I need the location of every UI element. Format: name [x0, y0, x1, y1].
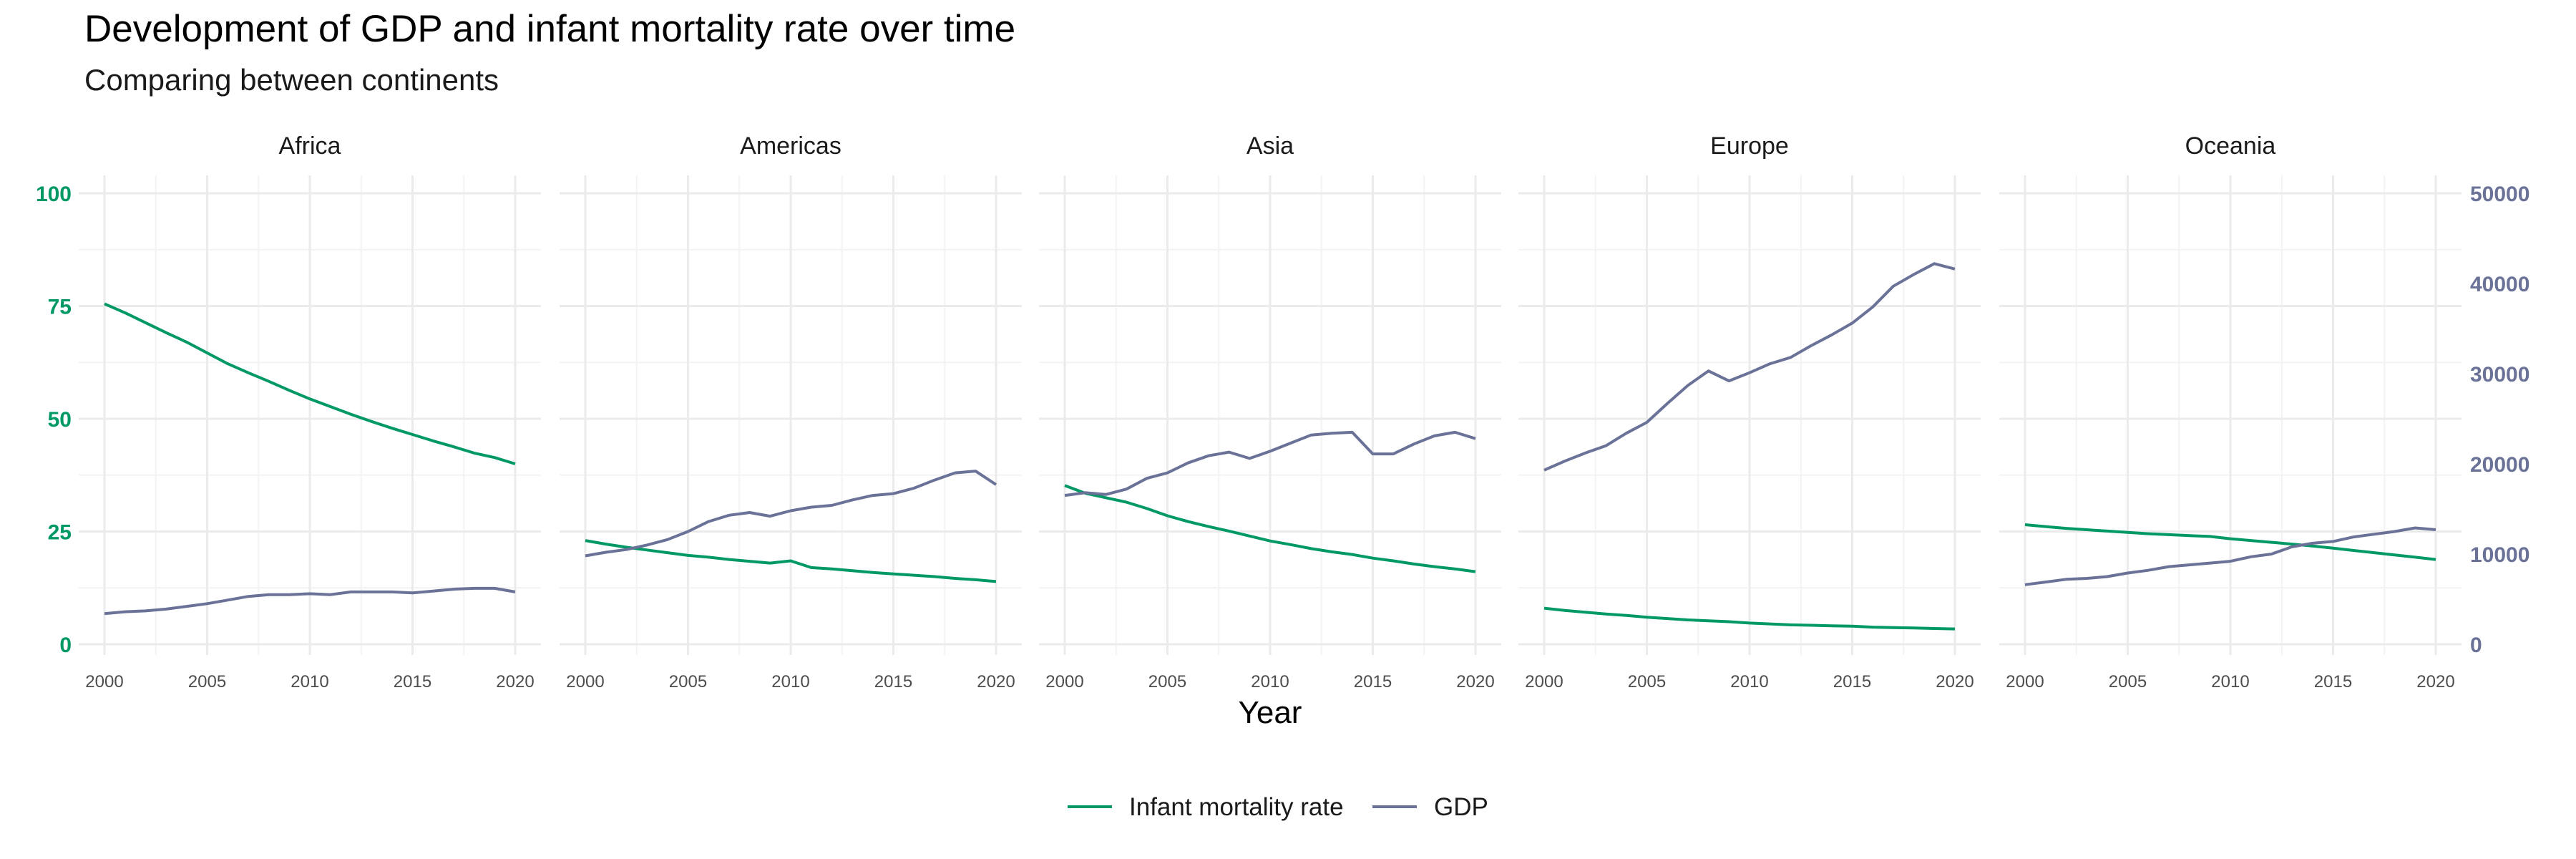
x-tick-label: 2015 — [874, 672, 912, 691]
facet-label: Oceania — [2185, 132, 2276, 160]
x-tick-label: 2010 — [291, 672, 328, 691]
y-left-tick-label: 50 — [48, 408, 72, 432]
x-tick-label: 2010 — [2211, 672, 2249, 691]
series-line-mortality — [2024, 523, 2436, 561]
y-left-tick-label: 75 — [48, 296, 72, 319]
chart-subtitle: Comparing between continents — [84, 63, 499, 97]
y-right-tick-label: 50000 — [2470, 183, 2529, 206]
x-tick-label: 2005 — [1628, 672, 1666, 691]
x-tick-label: 2020 — [977, 672, 1015, 691]
y-right-tick-label: 20000 — [2470, 453, 2529, 477]
x-tick-label: 2005 — [669, 672, 707, 691]
x-tick-label: 2000 — [1045, 672, 1083, 691]
x-tick-label: 2020 — [496, 672, 534, 691]
x-tick-label: 2020 — [1456, 672, 1494, 691]
facet-label: Europe — [1710, 132, 1789, 160]
chart-title: Development of GDP and infant mortality … — [84, 8, 1016, 50]
x-tick-label: 2020 — [2416, 672, 2454, 691]
facet-label: Asia — [1246, 132, 1294, 160]
y-right-tick-label: 10000 — [2470, 543, 2529, 567]
x-tick-label: 2015 — [2314, 672, 2352, 691]
x-tick-label: 2010 — [1251, 672, 1289, 691]
facet-africa: Africa 2000 2005 2010 2015 2020 — [79, 132, 541, 691]
x-axis-title: Year — [1239, 695, 1302, 730]
y-right-tick-label: 40000 — [2470, 273, 2529, 296]
facet-asia: Asia 2000 2005 2010 2015 2020 — [1039, 132, 1501, 691]
facet-label: Africa — [279, 132, 341, 160]
series-line-mortality — [1064, 484, 1476, 573]
y-left-tick-label: 100 — [36, 183, 72, 206]
legend: Infant mortality rate GDP — [1068, 793, 1488, 821]
x-tick-label: 2015 — [1833, 672, 1871, 691]
x-tick-label: 2005 — [2109, 672, 2147, 691]
series-line-gdp — [2024, 526, 2436, 586]
facet-oceania: Oceania 2000 2005 2010 2015 2020 — [1999, 132, 2462, 691]
facet-label: Americas — [740, 132, 841, 160]
x-tick-label: 2000 — [1525, 672, 1563, 691]
y-right-tick-label: 30000 — [2470, 363, 2529, 387]
series-line-gdp — [585, 470, 997, 558]
x-tick-label: 2005 — [188, 672, 226, 691]
series-line-gdp — [104, 586, 516, 616]
x-tick-label: 2015 — [394, 672, 431, 691]
x-tick-label: 2000 — [2006, 672, 2044, 691]
series-line-mortality — [585, 539, 997, 583]
legend-label: GDP — [1434, 793, 1488, 821]
series-line-gdp — [1064, 430, 1476, 498]
facet-americas: Americas 2000 2005 2010 2015 2020 — [560, 132, 1022, 691]
x-tick-label: 2000 — [85, 672, 123, 691]
x-tick-label: 2010 — [1730, 672, 1768, 691]
legend-label: Infant mortality rate — [1129, 793, 1344, 821]
series-line-gdp — [1543, 262, 1956, 472]
y-left-tick-label: 0 — [59, 634, 72, 657]
x-tick-label: 2005 — [1148, 672, 1186, 691]
facet-europe: Europe 2000 2005 2010 2015 2020 — [1518, 132, 1981, 691]
x-tick-label: 2000 — [566, 672, 604, 691]
y-left-tick-label: 25 — [48, 521, 72, 545]
x-tick-label: 2015 — [1354, 672, 1392, 691]
series-line-mortality — [1543, 606, 1956, 631]
series-line-mortality — [104, 302, 516, 465]
y-right-tick-label: 0 — [2470, 634, 2482, 657]
x-tick-label: 2020 — [1936, 672, 1974, 691]
x-tick-label: 2010 — [771, 672, 809, 691]
